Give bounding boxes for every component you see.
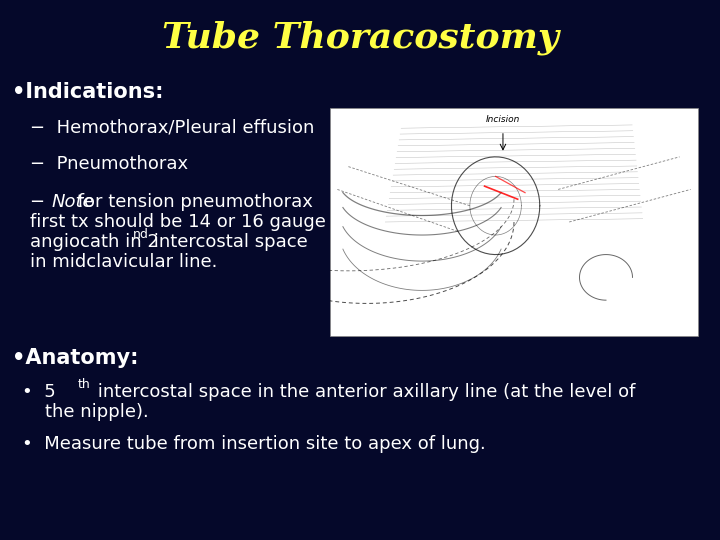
Text: •Anatomy:: •Anatomy:	[12, 348, 138, 368]
Text: Note: Note	[52, 193, 94, 211]
Text: •  5: • 5	[22, 383, 55, 401]
Text: −  Pneumothorax: − Pneumothorax	[30, 155, 188, 173]
Text: −  Hemothorax/Pleural effusion: − Hemothorax/Pleural effusion	[30, 118, 315, 136]
Text: •Indications:: •Indications:	[12, 82, 163, 102]
Text: −: −	[30, 193, 57, 211]
Text: in midclavicular line.: in midclavicular line.	[30, 253, 217, 271]
Text: Tube Thoracostomy: Tube Thoracostomy	[161, 21, 559, 55]
Text: Incision: Incision	[486, 115, 520, 124]
Text: •  Measure tube from insertion site to apex of lung.: • Measure tube from insertion site to ap…	[22, 435, 486, 453]
Text: nd: nd	[133, 228, 149, 241]
Text: the nipple).: the nipple).	[22, 403, 149, 421]
Text: angiocath in 2: angiocath in 2	[30, 233, 159, 251]
Text: th: th	[78, 378, 91, 391]
Text: for tension pneumothorax: for tension pneumothorax	[72, 193, 313, 211]
Text: intercostal space in the anterior axillary line (at the level of: intercostal space in the anterior axilla…	[92, 383, 635, 401]
Text: intercostal space: intercostal space	[148, 233, 307, 251]
Bar	[330, 108, 698, 336]
Text: first tx should be 14 or 16 gauge: first tx should be 14 or 16 gauge	[30, 213, 326, 231]
